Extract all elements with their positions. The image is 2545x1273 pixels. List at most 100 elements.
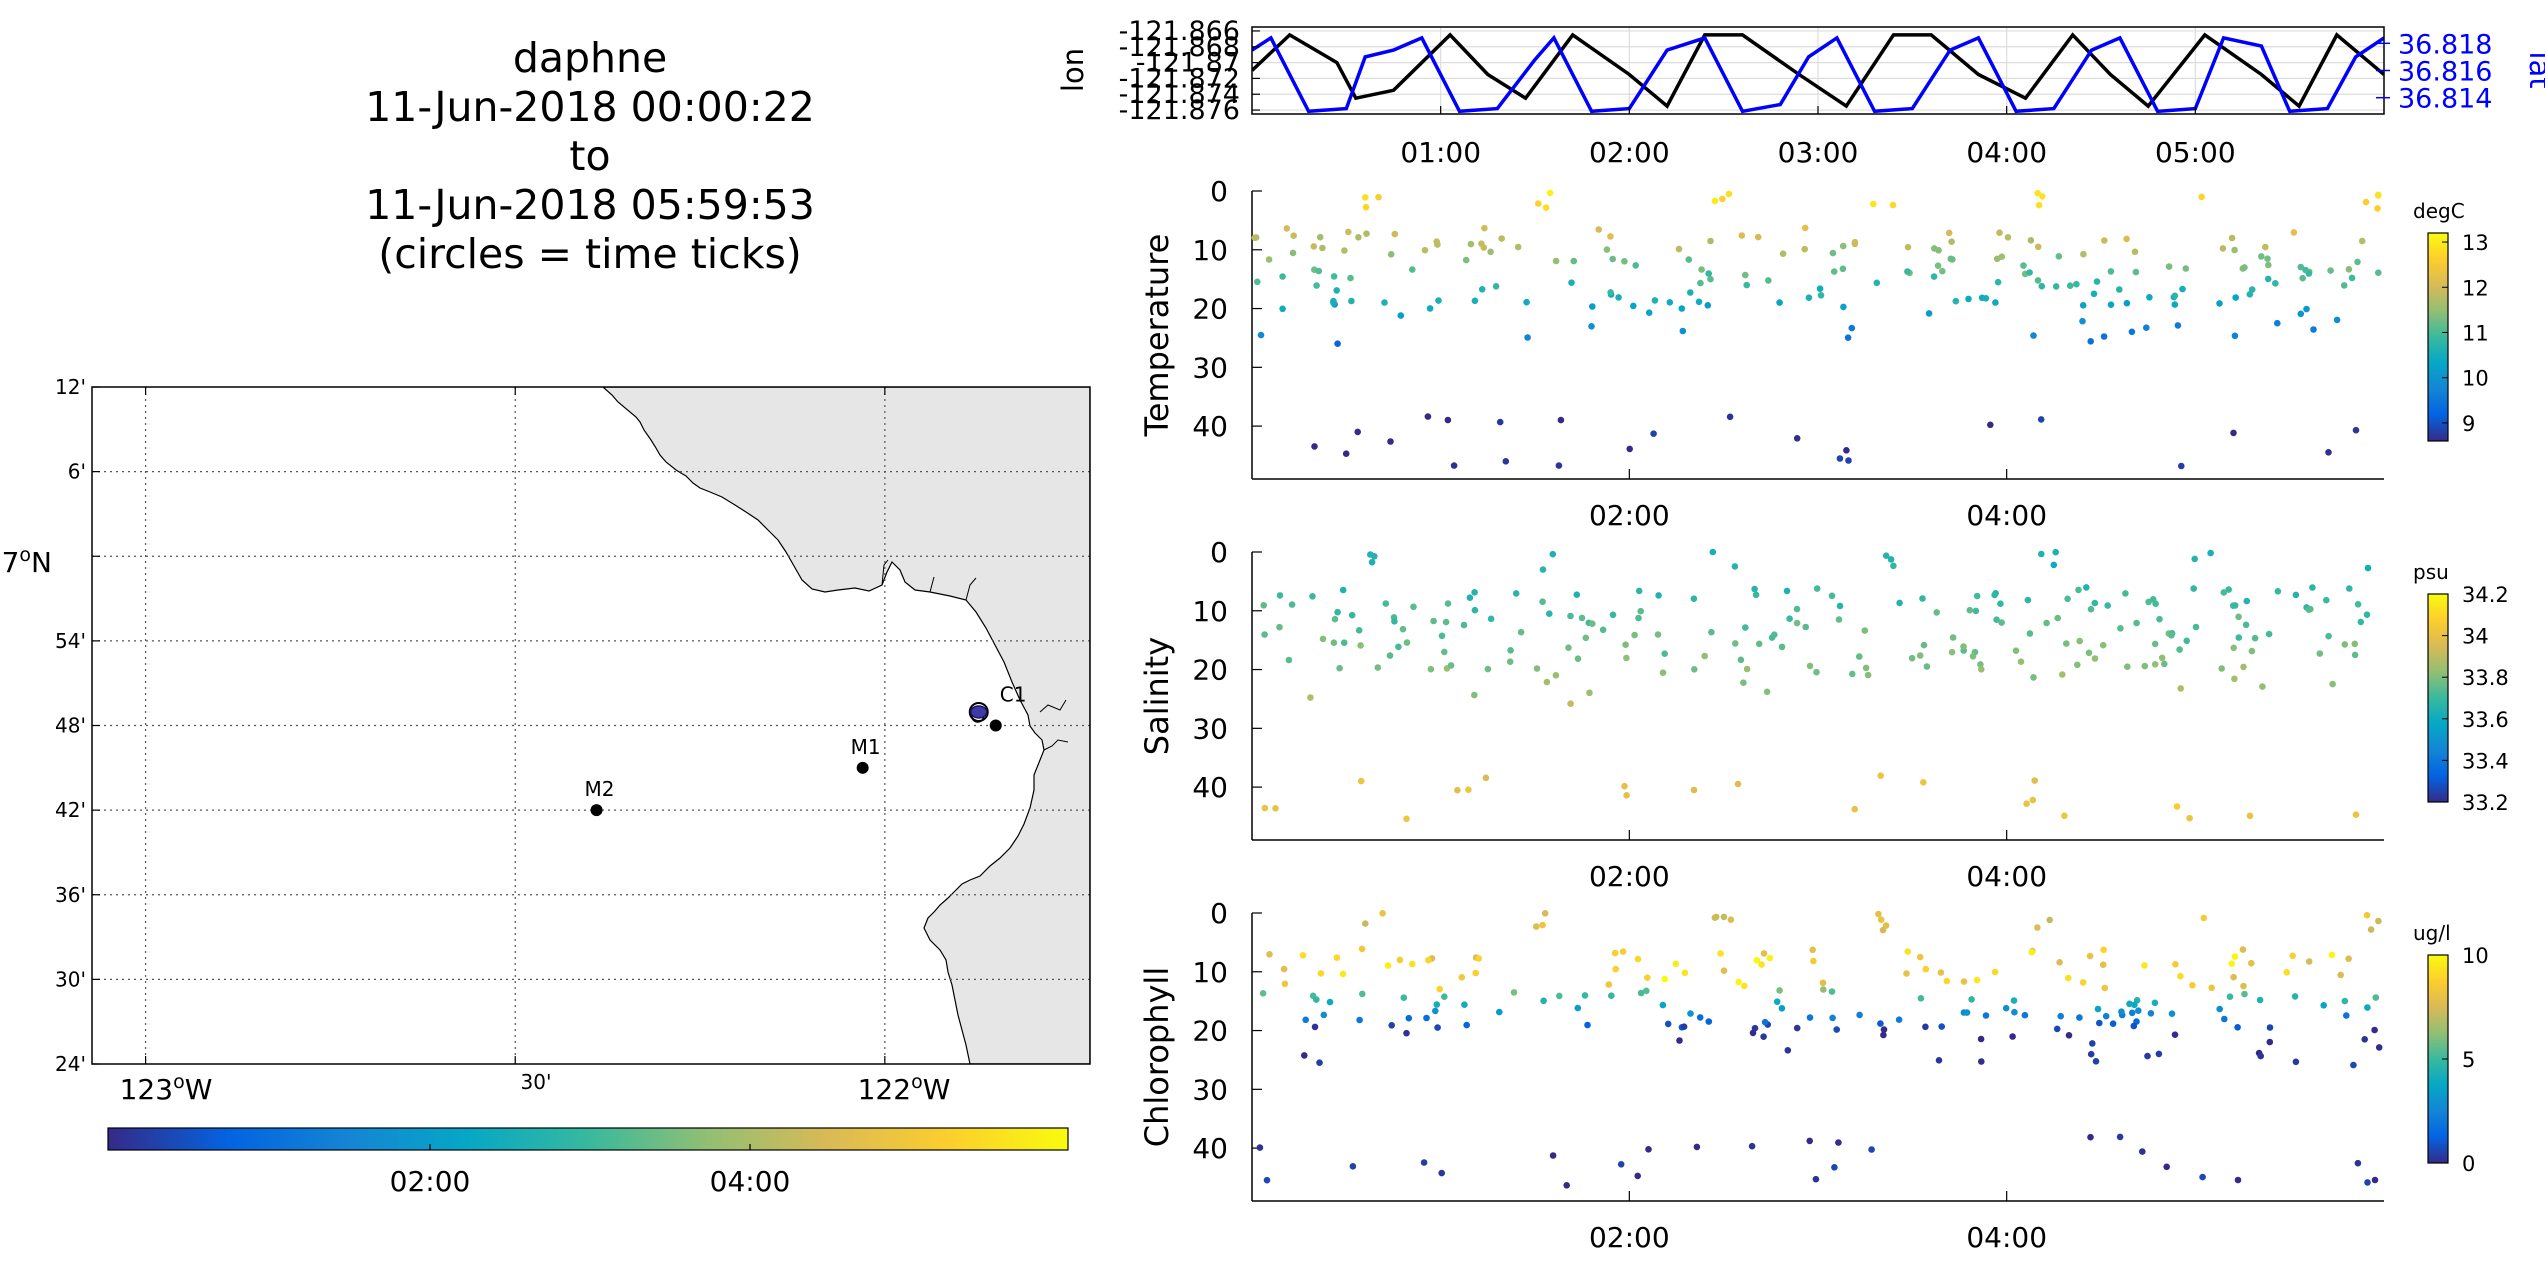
temperature-point	[1355, 234, 1362, 241]
temperature-point	[1348, 297, 1355, 305]
chlorophyll-point	[1806, 1137, 1813, 1145]
temperature-point	[1904, 243, 1912, 251]
chlorophyll-point	[1263, 1176, 1271, 1184]
salinity-point	[1565, 644, 1572, 651]
salinity-point	[2024, 596, 2032, 604]
temperature-point	[2354, 258, 2361, 266]
temperature-point	[1265, 256, 1273, 263]
chlorophyll-point	[2065, 974, 2072, 982]
temperature-point	[1726, 413, 1734, 421]
chlorophyll-point	[1281, 980, 1289, 988]
salinity-point	[1517, 628, 1525, 636]
temperature-point	[1816, 285, 1824, 293]
salinity-point	[1447, 662, 1455, 669]
chlorophyll-point	[1611, 949, 1619, 957]
temperature-point	[1492, 283, 1500, 290]
chlorophyll-point	[2076, 1014, 2083, 1021]
chlorophyll-point	[1758, 961, 1765, 968]
chlorophyll-point	[1436, 985, 1443, 993]
temperature-point	[1434, 241, 1441, 248]
temperature-point	[1257, 331, 1265, 339]
chlorophyll-point	[1937, 969, 1945, 976]
temperature-point	[2143, 324, 2150, 332]
salinity-point	[1920, 779, 1927, 786]
chlorophyll-point	[1362, 920, 1369, 927]
temperature-point	[1666, 299, 1674, 306]
chlorophyll-point	[2361, 1036, 2368, 1043]
salinity-point	[1920, 641, 1928, 649]
salinity-point	[1552, 672, 1560, 679]
position-x-tick-label: 05:00	[2155, 136, 2236, 169]
salinity-point	[2240, 663, 2247, 671]
map-lat-major-label: 37oN	[0, 544, 52, 579]
salinity-point	[2091, 599, 2099, 607]
chlorophyll-point	[1806, 1014, 1814, 1021]
chlorophyll-point	[1917, 995, 1925, 1002]
chlorophyll-point	[1496, 1008, 1503, 1016]
chlorophyll-point	[2328, 951, 2336, 959]
chlorophyll-point	[1720, 967, 1728, 974]
temperature-point	[2079, 302, 2087, 309]
temperature-point	[1621, 258, 1628, 265]
salinity-point	[2059, 671, 2066, 678]
chlorophyll-point	[1877, 1020, 1884, 1027]
chlorophyll-point	[1812, 1175, 1820, 1183]
salinity-point	[1340, 639, 1348, 646]
chlorophyll-point	[2241, 990, 2248, 998]
chlorophyll-point	[2257, 1052, 2264, 1060]
temperature-point	[2030, 332, 2037, 339]
temperature-point	[1704, 302, 1712, 309]
salinity-point	[1285, 656, 1293, 664]
salinity-point	[2309, 584, 2316, 591]
chlorophyll-point	[2147, 1010, 2155, 1017]
salinity-point	[2091, 655, 2099, 662]
temperature-point	[1426, 305, 1434, 312]
temperature-point	[2073, 280, 2080, 288]
chlorophyll-point	[1637, 989, 1645, 997]
salinity-point	[2265, 630, 2273, 638]
lon-tick-label: -121.87	[1136, 48, 1240, 79]
chlorophyll-point	[2239, 946, 2247, 953]
chlorophyll-point	[2234, 1176, 2242, 1184]
chlorophyll-point	[2199, 1173, 2206, 1181]
lat-tick-label: 36.814	[2398, 84, 2492, 115]
temperature-point	[1609, 255, 1616, 263]
temperature-point	[2080, 250, 2087, 258]
temperature-y-tick-label: 20	[1192, 293, 1228, 326]
salinity-point	[1454, 786, 1461, 794]
salinity-point	[2052, 548, 2059, 556]
salinity-point	[1659, 669, 1667, 676]
chlorophyll-point	[1313, 996, 1320, 1003]
salinity-point	[1539, 598, 1546, 605]
chlorophyll-point	[1643, 987, 1650, 995]
salinity-point	[1960, 643, 1967, 650]
salinity-colorbar-tick-label: 34.2	[2462, 583, 2509, 607]
salinity-point	[1386, 652, 1394, 659]
temperature-point	[1588, 323, 1595, 330]
salinity-point	[1742, 624, 1749, 631]
chlorophyll-point	[2116, 1133, 2124, 1141]
salinity-point	[1732, 640, 1739, 647]
salinity-point	[2292, 591, 2300, 599]
salinity-point	[2246, 812, 2254, 820]
salinity-point	[1623, 792, 1630, 799]
chlorophyll-point	[2057, 1012, 2064, 1020]
chlorophyll-point	[2189, 982, 2196, 989]
chlorophyll-point	[2291, 993, 2299, 1000]
chlorophyll-point	[1301, 1052, 1308, 1059]
chlorophyll-point	[1904, 948, 1912, 955]
salinity-point	[1487, 615, 1495, 623]
temperature-point	[1289, 249, 1297, 257]
temperature-point	[1290, 232, 1297, 239]
glider-track-cluster	[969, 705, 988, 719]
chlorophyll-point	[2375, 917, 2382, 925]
salinity-point	[2190, 585, 2197, 592]
salinity-axis-label: Salinity	[1138, 637, 1176, 755]
chlorophyll-point	[1760, 950, 1768, 957]
chlorophyll-point	[2126, 1000, 2133, 1008]
temperature-point	[1949, 256, 1956, 263]
temperature-point	[1313, 282, 1320, 289]
temperature-point	[1319, 244, 1326, 252]
salinity-point	[1399, 625, 1407, 633]
chlorophyll-point	[2231, 953, 2239, 960]
